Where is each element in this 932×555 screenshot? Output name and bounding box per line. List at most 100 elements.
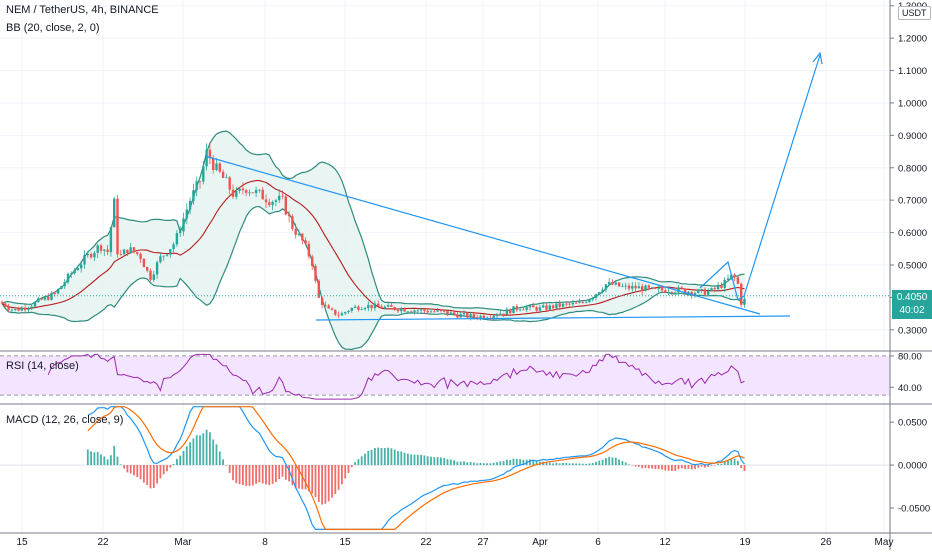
candle-body-66 bbox=[218, 163, 221, 172]
macd-hist-bar-187 bbox=[618, 459, 620, 466]
x-tick-label-3: 8 bbox=[262, 537, 268, 548]
candle-body-52 bbox=[172, 244, 175, 250]
candle-body-151 bbox=[499, 313, 502, 316]
macd-hist-bar-32 bbox=[106, 459, 109, 466]
macd-hist-bar-59 bbox=[195, 435, 198, 466]
macd-hist-bar-78 bbox=[258, 465, 261, 483]
macd-hist-bar-131 bbox=[433, 457, 436, 466]
macd-hist-bar-120 bbox=[397, 451, 399, 466]
macd-hist-bar-207 bbox=[684, 465, 686, 469]
candle-body-132 bbox=[436, 310, 439, 312]
candle-body-162 bbox=[535, 307, 538, 311]
candle-body-182 bbox=[601, 289, 604, 293]
candle-body-5 bbox=[17, 309, 20, 311]
macd-hist-bar-127 bbox=[420, 454, 422, 466]
candle-body-93 bbox=[307, 243, 311, 257]
candle-body-87 bbox=[287, 214, 291, 217]
macd-hist-bar-203 bbox=[671, 465, 673, 471]
candle-body-102 bbox=[337, 314, 340, 316]
candle-body-46 bbox=[152, 274, 155, 280]
macd-hist-bar-198 bbox=[654, 465, 657, 469]
price-tag-value: 0.4050 bbox=[896, 292, 928, 303]
candle-body-140 bbox=[462, 313, 466, 315]
macd-hist-bar-100 bbox=[331, 465, 333, 498]
macd-hist-bar-221 bbox=[730, 458, 733, 466]
symbol-legend[interactable]: NEM / TetherUS, 4h, BINANCE bbox=[6, 4, 159, 16]
macd-hist-bar-36 bbox=[119, 464, 122, 466]
candle-body-160 bbox=[528, 305, 532, 308]
macd-hist-bar-99 bbox=[327, 465, 330, 502]
candle-body-30 bbox=[99, 245, 103, 251]
candle-body-152 bbox=[502, 313, 505, 315]
candle-body-15 bbox=[50, 293, 53, 300]
projection-arrow-head bbox=[812, 51, 823, 65]
macd-hist-bar-60 bbox=[199, 435, 201, 466]
currency-label[interactable]: USDT bbox=[898, 6, 931, 20]
candle-body-176 bbox=[581, 302, 584, 303]
candle-body-141 bbox=[466, 313, 469, 318]
candle-body-115 bbox=[380, 306, 383, 309]
macd-hist-bar-104 bbox=[344, 465, 347, 479]
candle-body-58 bbox=[192, 190, 195, 201]
candle-body-195 bbox=[644, 285, 647, 291]
trendlines[interactable] bbox=[204, 51, 823, 321]
candle-body-88 bbox=[291, 216, 294, 229]
candle-body-38 bbox=[126, 249, 129, 254]
macd-hist-bar-54 bbox=[179, 455, 182, 466]
candle-body-125 bbox=[413, 310, 416, 312]
candle-body-200 bbox=[660, 288, 664, 291]
candle-body-22 bbox=[73, 270, 76, 274]
macd-legend[interactable]: MACD (12, 26, close, 9) bbox=[6, 414, 123, 426]
macd-hist-bar-113 bbox=[374, 447, 376, 466]
macd-hist-bar-30 bbox=[100, 454, 102, 466]
x-tick-label-11: 26 bbox=[820, 537, 832, 548]
candle-body-193 bbox=[637, 286, 641, 289]
candle-body-29 bbox=[96, 245, 99, 253]
macd-hist-bar-84 bbox=[278, 465, 281, 480]
macd-hist-bar-85 bbox=[281, 465, 284, 477]
candle-body-44 bbox=[146, 267, 149, 271]
candle-body-11 bbox=[37, 298, 40, 302]
macd-hist-bar-205 bbox=[677, 465, 680, 470]
candle-body-223 bbox=[736, 277, 740, 284]
macd-hist-bar-170 bbox=[562, 463, 564, 466]
candle-body-37 bbox=[122, 249, 126, 255]
macd-hist-bar-56 bbox=[185, 446, 188, 466]
macd-hist-bar-31 bbox=[103, 456, 106, 466]
candle-body-35 bbox=[116, 198, 119, 255]
candle-body-163 bbox=[538, 307, 542, 311]
macd-hist-bar-167 bbox=[552, 463, 554, 466]
candle-body-122 bbox=[403, 308, 406, 312]
candle-body-214 bbox=[707, 290, 710, 295]
candle-body-139 bbox=[459, 314, 462, 318]
macd-hist-bar-48 bbox=[159, 465, 162, 479]
candle-body-65 bbox=[215, 163, 218, 171]
candle-body-194 bbox=[641, 286, 644, 291]
rsi-band-fill bbox=[0, 355, 890, 396]
candle-body-190 bbox=[627, 285, 631, 289]
macd-hist-bar-44 bbox=[146, 465, 149, 486]
macd-hist-bar-194 bbox=[641, 465, 644, 469]
rsi-panel bbox=[0, 353, 890, 400]
macd-hist-bar-41 bbox=[136, 465, 139, 478]
macd-hist-bar-33 bbox=[110, 455, 112, 466]
macd-hist-bar-141 bbox=[466, 462, 469, 466]
rsi-legend[interactable]: RSI (14, close) bbox=[6, 360, 79, 372]
macd-hist-bar-34 bbox=[113, 445, 116, 466]
bollinger-band-fill bbox=[2, 131, 745, 350]
candle-body-134 bbox=[443, 310, 446, 312]
candle-body-204 bbox=[674, 292, 677, 294]
candle-body-210 bbox=[693, 292, 697, 295]
candle-body-72 bbox=[238, 188, 241, 191]
candle-body-34 bbox=[113, 198, 116, 228]
candle-body-73 bbox=[241, 188, 245, 191]
candle-body-135 bbox=[446, 311, 449, 315]
bb-legend[interactable]: BB (20, close, 2, 0) bbox=[6, 22, 100, 34]
candle-body-109 bbox=[360, 309, 363, 311]
candle-body-41 bbox=[136, 252, 139, 254]
macd-hist-bar-53 bbox=[176, 458, 178, 466]
candle-body-36 bbox=[119, 254, 122, 256]
macd-hist-bar-217 bbox=[717, 463, 719, 466]
macd-hist-bar-201 bbox=[664, 465, 667, 471]
